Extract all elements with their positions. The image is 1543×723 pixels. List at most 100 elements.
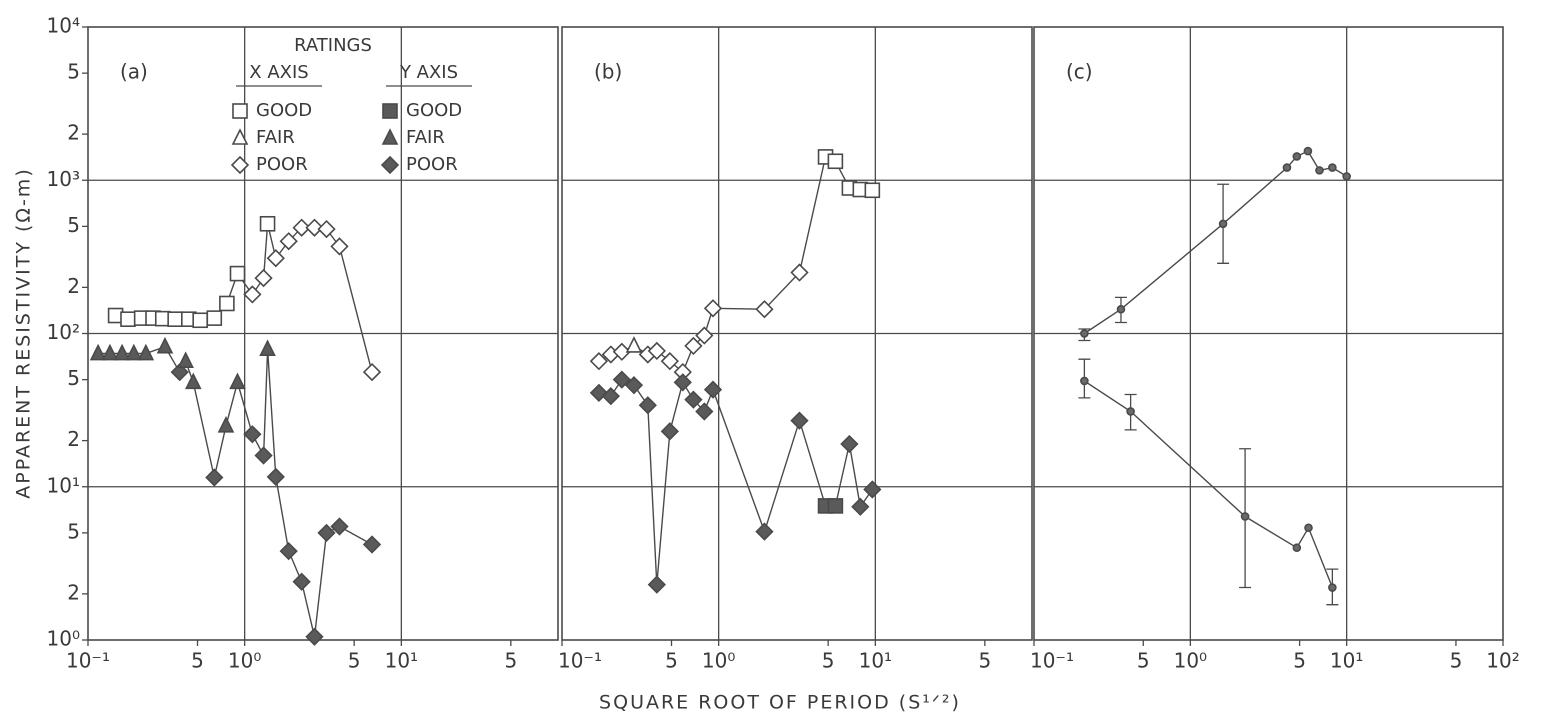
marker-diamond	[266, 249, 285, 268]
x-tick-label: 5	[1137, 649, 1150, 673]
x-tick-label: 10¹	[385, 649, 418, 673]
marker-triangle	[89, 343, 107, 361]
y-tick-label: 2	[67, 580, 80, 604]
legend-title: RATINGS	[294, 35, 372, 56]
x-tick-label: 5	[504, 649, 517, 673]
marker-diamond	[254, 268, 273, 288]
marker-dot	[1240, 512, 1250, 521]
x-tick-label: 5	[1293, 649, 1306, 673]
marker-dot	[1292, 543, 1302, 553]
marker-diamond	[243, 285, 262, 304]
marker-dot	[1328, 583, 1337, 592]
marker-triangle	[125, 343, 143, 361]
marker-dot	[1218, 219, 1228, 229]
marker-triangle	[156, 336, 174, 354]
marker-diamond	[851, 497, 870, 516]
marker-dot	[1315, 166, 1324, 175]
legend-marker	[380, 155, 400, 175]
marker-diamond	[755, 522, 774, 541]
marker-triangle	[177, 351, 194, 368]
legend-label: GOOD	[406, 100, 462, 121]
marker-diamond	[684, 336, 703, 356]
marker-diamond	[362, 535, 382, 554]
y-tick-label: 5	[67, 366, 80, 390]
y-axis-label: APPARENT RESISTIVITY (Ω-m)	[13, 167, 35, 498]
y-tick-label: 2	[67, 274, 80, 298]
panel-label: (b)	[594, 60, 622, 84]
legend-marker	[230, 155, 250, 175]
marker-diamond	[647, 575, 666, 594]
marker-diamond	[292, 572, 311, 591]
x-tick-label: 10¹	[859, 649, 892, 673]
x-tick-label: 5	[822, 649, 835, 673]
panel-label: (a)	[120, 60, 148, 84]
legend-column-title: X AXIS	[249, 62, 308, 83]
marker-diamond	[292, 218, 311, 237]
legend-label: FAIR	[406, 127, 445, 148]
marker-triangle	[259, 339, 276, 356]
marker-diamond	[612, 370, 631, 389]
legend-label: FAIR	[256, 127, 295, 148]
marker-diamond	[589, 352, 609, 371]
marker-square	[827, 498, 844, 514]
marker-diamond	[684, 390, 703, 409]
marker-diamond	[660, 422, 679, 441]
marker-diamond	[695, 402, 714, 421]
y-tick-label: 10²	[47, 320, 80, 344]
marker-square	[120, 311, 136, 327]
marker-dot	[1282, 163, 1292, 172]
marker-diamond	[305, 627, 324, 646]
marker-triangle	[101, 343, 119, 361]
y-tick-label: 2	[67, 121, 80, 145]
marker-dot	[1292, 152, 1302, 161]
marker-diamond	[170, 362, 189, 382]
marker-diamond	[638, 396, 657, 415]
marker-square	[192, 312, 208, 329]
marker-dot	[1126, 407, 1135, 416]
marker-triangle	[217, 415, 235, 433]
marker-diamond	[279, 232, 298, 251]
marker-square	[219, 295, 235, 312]
y-tick-label: 2	[67, 427, 80, 451]
marker-square	[167, 311, 183, 327]
y-tick-label: 10⁴	[47, 14, 80, 38]
marker-dot	[1304, 523, 1313, 533]
marker-diamond	[317, 219, 336, 239]
legend-marker	[231, 128, 249, 145]
legend-label: GOOD	[256, 100, 312, 121]
marker-diamond	[205, 468, 224, 487]
marker-diamond	[790, 263, 809, 282]
x-tick-label: 5	[978, 649, 991, 673]
marker-dot	[1303, 146, 1313, 156]
series-line	[598, 378, 873, 585]
y-tick-label: 5	[67, 213, 80, 237]
marker-diamond	[660, 352, 679, 371]
series-line	[598, 155, 873, 374]
marker-dot	[1080, 376, 1089, 386]
marker-dot	[1342, 172, 1351, 181]
legend-marker	[232, 103, 248, 119]
marker-square	[229, 265, 246, 282]
marker-diamond	[612, 342, 631, 361]
marker-diamond	[266, 467, 285, 487]
y-tick-label: 10⁰	[47, 627, 80, 651]
marker-triangle	[185, 372, 202, 390]
legend-column-title: Y AXIS	[399, 62, 458, 83]
marker-diamond	[317, 523, 336, 543]
marker-square	[259, 215, 276, 232]
marker-diamond	[624, 376, 644, 395]
y-tick-label: 5	[67, 60, 80, 84]
x-tick-label: 10¹	[1330, 649, 1363, 673]
marker-triangle	[113, 343, 131, 361]
series-line	[1084, 380, 1334, 588]
marker-diamond	[755, 300, 774, 319]
marker-diamond	[330, 237, 349, 256]
x-tick-label: 5	[1450, 649, 1463, 673]
marker-square	[827, 153, 844, 170]
x-tick-label: 5	[665, 649, 678, 673]
marker-diamond	[305, 218, 324, 237]
x-tick-label: 10⁰	[1174, 649, 1207, 673]
marker-diamond	[243, 425, 262, 444]
marker-diamond	[647, 341, 666, 361]
